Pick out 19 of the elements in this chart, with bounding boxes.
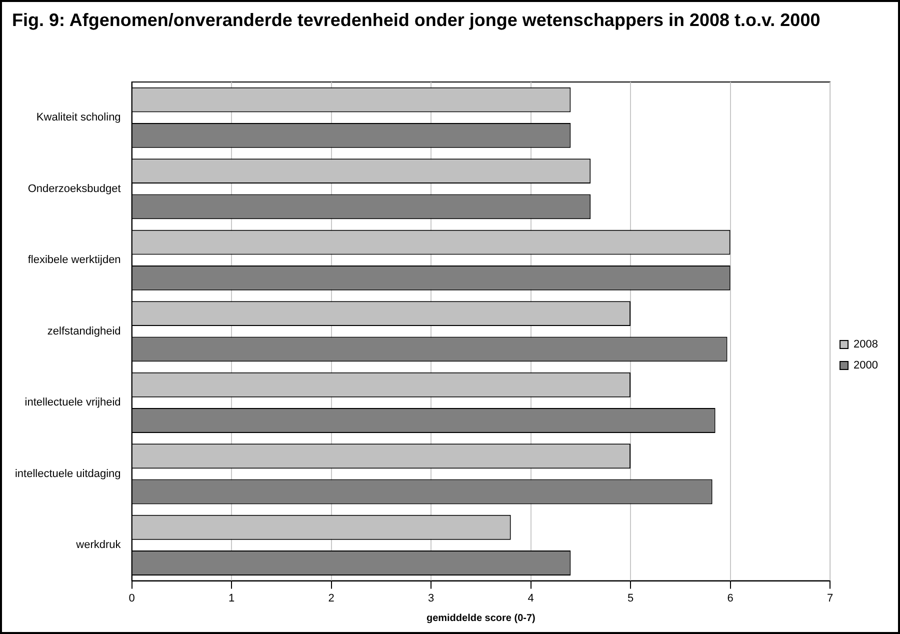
x-tick-label: 1: [228, 592, 235, 604]
x-tick-label: 5: [627, 592, 634, 604]
y-tick-label: Onderzoeksbudget: [28, 182, 121, 195]
chart-title: Fig. 9: Afgenomen/onveranderde tevredenheid onder jonge wetenschappers in 2008 t.o.v. 2000: [11, 9, 822, 32]
y-tick-label: werkdruk: [75, 539, 122, 552]
y-tick-label: Kwaliteit scholing: [36, 112, 121, 124]
x-tick-label: 2: [328, 592, 334, 604]
x-tick-label: 0: [128, 592, 135, 604]
legend-label: 2000: [854, 360, 878, 372]
x-tick-label: 6: [727, 592, 734, 604]
x-tick-label: 3: [428, 592, 434, 604]
legend-label: 2008: [854, 338, 878, 351]
y-tick-label: intellectuele vrijheid: [24, 396, 121, 409]
y-tick-label: zelfstandigheid: [47, 325, 121, 338]
y-tick-label: flexibele werktijden: [28, 254, 121, 266]
y-tick-label: intellectuele uitdaging: [14, 468, 121, 480]
x-tick-label: 4: [528, 592, 534, 604]
x-axis-title: gemiddelde score (0-7): [426, 612, 536, 624]
x-tick-label: 7: [826, 592, 834, 604]
